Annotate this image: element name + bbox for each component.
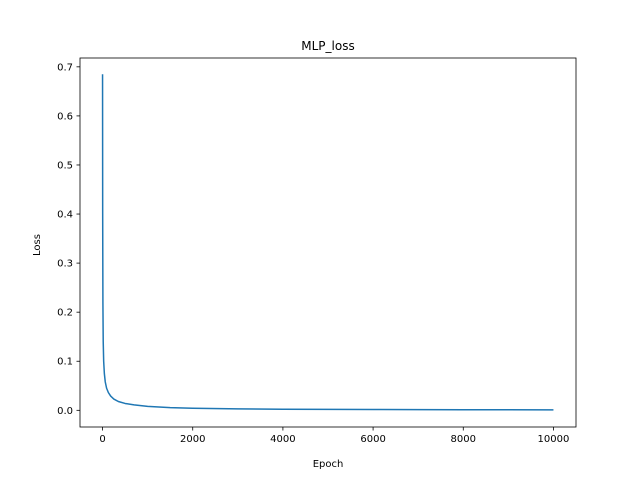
y-tick-label: 0.6 (57, 111, 73, 122)
y-tick-label: 0.3 (57, 259, 73, 270)
y-tick-label: 0.2 (57, 308, 73, 319)
y-tick-label: 0.5 (57, 160, 73, 171)
y-axis-label: Loss (32, 234, 43, 256)
x-tick-label: 10000 (538, 434, 570, 445)
y-tick-label: 0.0 (57, 406, 73, 417)
x-axis: 0 2000 4000 6000 8000 10000 (99, 427, 569, 445)
x-tick-label: 6000 (360, 434, 385, 445)
y-axis: 0.0 0.1 0.2 0.3 0.4 0.5 0.6 0.7 (57, 62, 80, 417)
chart-title: MLP_loss (301, 39, 354, 53)
x-tick-label: 0 (99, 434, 105, 445)
plot-frame (79, 57, 577, 428)
loss-series-line (101, 74, 554, 411)
x-tick-label: 2000 (180, 434, 205, 445)
x-tick-label: 4000 (270, 434, 295, 445)
plot-background (80, 58, 576, 427)
y-tick-label: 0.4 (57, 210, 73, 221)
y-tick-label: 0.7 (57, 62, 73, 73)
y-tick-label: 0.1 (57, 357, 73, 368)
plot-area (79, 57, 577, 428)
x-tick-label: 8000 (451, 434, 476, 445)
x-axis-label: Epoch (313, 459, 344, 470)
